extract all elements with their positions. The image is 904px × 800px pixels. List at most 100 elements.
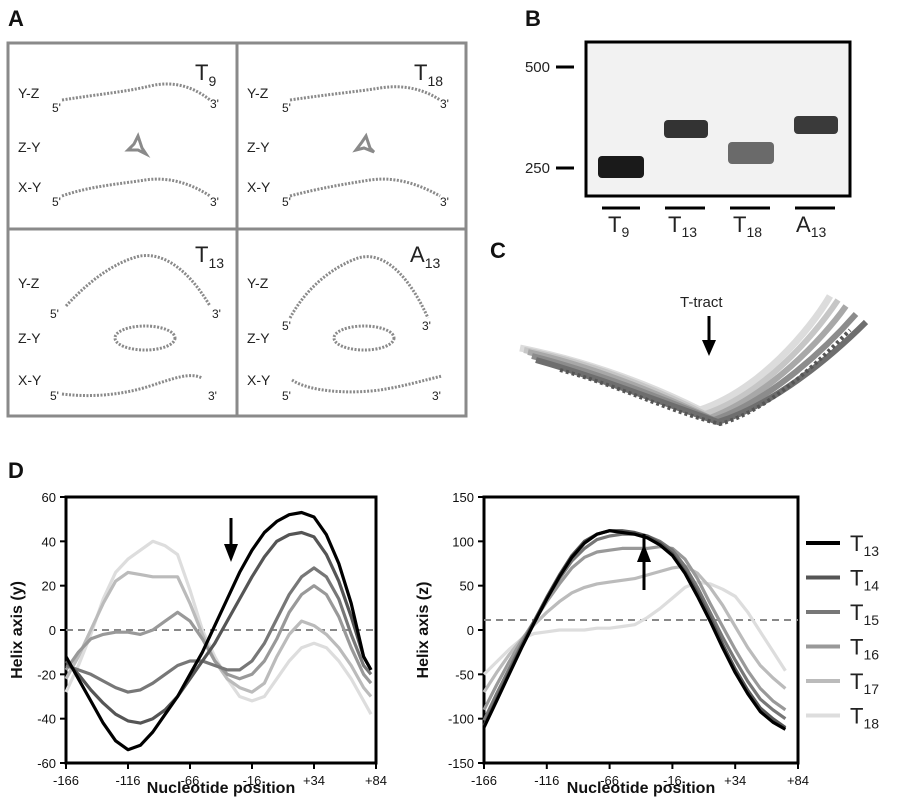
x-tick-label: -166 bbox=[53, 773, 79, 788]
row-label-xy: X-Y bbox=[247, 372, 271, 388]
row-label-zy: Z-Y bbox=[18, 139, 41, 155]
series-line-t18 bbox=[64, 539, 373, 715]
t-tract-label: T-tract bbox=[680, 294, 723, 311]
panel-a-cell-t18: T18 Y-Z Z-Y X-Y 5' 3' 5' 3' bbox=[247, 60, 449, 209]
end-5-label: 5' bbox=[282, 389, 291, 403]
lane-label-t13: T13 bbox=[668, 212, 697, 240]
y-axis-label: Helix axis (z) bbox=[415, 582, 432, 679]
series-line-t15 bbox=[482, 532, 787, 722]
legend-item-t14: T14 bbox=[806, 566, 879, 594]
x-tick-label: -116 bbox=[115, 773, 140, 788]
y-tick-label: 0 bbox=[467, 623, 474, 638]
chart-helix-axis-z: -166 -116 -66 -16 +34 +84 150 100 50 0 -50 -100 -150… bbox=[415, 490, 809, 797]
legend-label: T15 bbox=[850, 600, 879, 628]
x-tick-label: -166 bbox=[471, 773, 497, 788]
gel-lane-labels: T9 T13 T18 A13 bbox=[602, 206, 835, 240]
end-3-label: 3' bbox=[432, 389, 441, 403]
end-3-label: 3' bbox=[208, 389, 217, 403]
legend-label: T14 bbox=[850, 566, 879, 594]
y-tick-label: 60 bbox=[42, 490, 56, 505]
x-tick-label: +34 bbox=[303, 773, 325, 788]
y-tick-label: -40 bbox=[37, 712, 56, 727]
x-tick-label: -66 bbox=[181, 773, 200, 788]
end-5-label: 5' bbox=[50, 389, 59, 403]
end-5-label: 5' bbox=[50, 307, 59, 321]
x-tick-label: +84 bbox=[365, 773, 387, 788]
row-label-xy: X-Y bbox=[247, 179, 271, 195]
gel-band bbox=[728, 142, 774, 164]
series-line-t15 bbox=[65, 566, 373, 694]
end-3-label: 3' bbox=[212, 307, 221, 321]
end-3-label: 3' bbox=[422, 319, 431, 333]
panel-c-label: C bbox=[490, 238, 506, 263]
end-3-label: 3' bbox=[210, 195, 219, 209]
row-label-yz: Y-Z bbox=[247, 85, 269, 101]
x-tick-label: -16 bbox=[663, 773, 682, 788]
y-tick-label: 150 bbox=[452, 490, 474, 505]
end-5-label: 5' bbox=[282, 319, 291, 333]
end-5-label: 5' bbox=[52, 101, 61, 115]
marker-500-label: 500 bbox=[525, 59, 550, 76]
lane-label-t9: T9 bbox=[608, 212, 629, 240]
x-tick-label: -116 bbox=[534, 773, 559, 788]
cell-title: T13 bbox=[195, 242, 224, 271]
cell-title: A13 bbox=[410, 242, 440, 271]
legend: T13 T14 T15 T16 T17 T18 bbox=[806, 531, 879, 732]
y-tick-label: 20 bbox=[42, 579, 56, 594]
y-tick-label: -100 bbox=[448, 712, 474, 727]
end-3-label: 3' bbox=[440, 97, 449, 111]
legend-label: T13 bbox=[850, 531, 879, 559]
gel-band bbox=[794, 116, 838, 134]
y-tick-label: 0 bbox=[49, 623, 56, 638]
legend-label: T17 bbox=[850, 669, 879, 697]
end-3-label: 3' bbox=[440, 195, 449, 209]
row-label-yz: Y-Z bbox=[247, 275, 269, 291]
x-axis-label: Nucleotide position bbox=[567, 780, 715, 797]
gel-band bbox=[664, 120, 708, 138]
series-line-t14 bbox=[64, 530, 373, 725]
y-tick-label: -50 bbox=[455, 667, 474, 682]
x-tick-label: +34 bbox=[724, 773, 746, 788]
gel-image bbox=[584, 40, 852, 198]
dna-overlay-image bbox=[519, 294, 869, 427]
end-5-label: 5' bbox=[52, 195, 61, 209]
series-line-t14 bbox=[482, 529, 787, 729]
gel-band bbox=[598, 156, 644, 178]
end-3-label: 3' bbox=[210, 97, 219, 111]
legend-item-t13: T13 bbox=[806, 531, 879, 559]
chart-helix-axis-y: -166 -116 -66 -16 +34 +84 60 40 20 0 -20 -40 -60 Hel… bbox=[9, 490, 387, 797]
y-axis-label: Helix axis (y) bbox=[9, 581, 26, 679]
end-5-label: 5' bbox=[282, 101, 291, 115]
legend-item-t16: T16 bbox=[806, 635, 879, 663]
panel-a-cell-t13: T13 Y-Z Z-Y X-Y 5' 3' 5' 3' bbox=[18, 242, 224, 403]
panel-a-label: A bbox=[8, 6, 24, 31]
series-line-t13 bbox=[64, 510, 373, 752]
row-label-xy: X-Y bbox=[18, 179, 42, 195]
series-line-t13 bbox=[482, 529, 787, 731]
lane-label-t18: T18 bbox=[733, 212, 762, 240]
row-label-yz: Y-Z bbox=[18, 275, 40, 291]
legend-item-t15: T15 bbox=[806, 600, 879, 628]
cell-title: T9 bbox=[195, 60, 216, 89]
y-tick-label: 40 bbox=[42, 534, 56, 549]
y-tick-label: 50 bbox=[460, 579, 474, 594]
row-label-zy: Z-Y bbox=[18, 330, 41, 346]
chart1-arrow bbox=[224, 518, 238, 562]
x-axis-label: Nucleotide position bbox=[147, 780, 295, 797]
y-tick-label: 100 bbox=[452, 534, 474, 549]
cell-title: T18 bbox=[414, 60, 443, 89]
panel-a-grid bbox=[6, 41, 468, 418]
row-label-zy: Z-Y bbox=[247, 139, 270, 155]
panel-a-cell-t9: T9 Y-Z Z-Y X-Y 5' 3' 5' 3' bbox=[18, 60, 219, 209]
panel-a-cell-a13: A13 Y-Z Z-Y X-Y 5' 3' 5' 3' bbox=[247, 242, 443, 403]
y-tick-label: -60 bbox=[37, 756, 56, 771]
panel-b-label: B bbox=[525, 6, 541, 31]
x-tick-label: -16 bbox=[243, 773, 262, 788]
row-label-zy: Z-Y bbox=[247, 330, 270, 346]
marker-250-label: 250 bbox=[525, 160, 550, 177]
x-tick-label: -66 bbox=[600, 773, 619, 788]
legend-item-t17: T17 bbox=[806, 669, 879, 697]
lane-label-a13: A13 bbox=[796, 212, 826, 240]
series-line-t18 bbox=[482, 580, 787, 676]
row-label-xy: X-Y bbox=[18, 372, 42, 388]
